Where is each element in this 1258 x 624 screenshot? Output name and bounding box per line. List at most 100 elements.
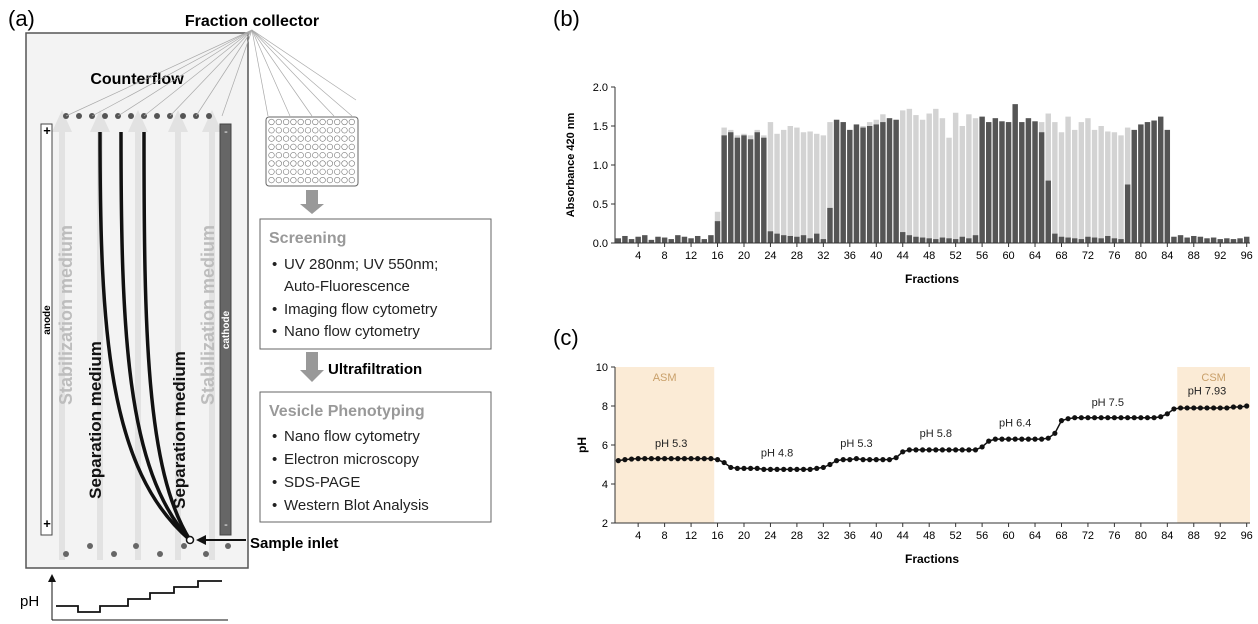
well xyxy=(297,118,304,126)
ph-annotation: pH 5.3 xyxy=(840,438,872,450)
well xyxy=(326,143,334,150)
tick-label: 40 xyxy=(870,250,882,262)
tick-label: 44 xyxy=(897,250,909,262)
bar-dark xyxy=(694,235,701,243)
ph-point xyxy=(1032,436,1038,442)
bar-dark xyxy=(1019,122,1025,243)
phenotyping-title: Vesicle Phenotyping xyxy=(269,403,425,420)
ph-point xyxy=(767,466,774,472)
bar-light xyxy=(780,129,787,243)
bar-light xyxy=(787,126,793,243)
ph-annotation: pH 6.4 xyxy=(999,417,1031,429)
arrow-to-screening xyxy=(300,190,324,214)
well xyxy=(283,143,290,150)
well xyxy=(297,160,304,167)
ph-point xyxy=(635,456,641,462)
ph-point xyxy=(867,457,873,463)
tick-label: 8 xyxy=(662,530,668,542)
tick-label: 72 xyxy=(1082,250,1094,262)
ph-point xyxy=(1072,415,1078,421)
ph-point xyxy=(1191,405,1197,411)
well xyxy=(341,168,348,175)
bar-dark xyxy=(1124,184,1131,243)
well xyxy=(319,152,326,159)
bar-light xyxy=(946,137,952,243)
bar-light xyxy=(972,118,979,243)
bar-dark xyxy=(1098,238,1104,243)
tick-label: 92 xyxy=(1214,530,1226,542)
ph-point xyxy=(833,458,840,464)
well xyxy=(275,152,282,159)
bar-light xyxy=(807,131,813,243)
ph-point xyxy=(754,465,760,471)
bar-dark xyxy=(741,135,747,243)
well xyxy=(304,168,312,175)
bar-dark xyxy=(800,235,807,243)
dark-bar-series xyxy=(615,104,1250,243)
tick-label: 76 xyxy=(1108,250,1120,262)
well xyxy=(334,127,341,134)
panel-label-b: (b) xyxy=(553,6,580,31)
ph-point xyxy=(681,456,688,462)
well xyxy=(304,177,312,184)
tick-label: 68 xyxy=(1055,250,1067,262)
inlet-dots xyxy=(63,543,231,557)
b-x-ticks: 4 8 12 16 20 24 28 32 36 40 44 48 52 56 60 64 68 72 76 80 84… xyxy=(635,243,1253,262)
tick-label: 2 xyxy=(602,518,608,530)
b-y-axis-label: Absorbance 420 nm xyxy=(565,113,577,218)
well xyxy=(312,168,319,175)
tick-label: 64 xyxy=(1029,250,1041,262)
bar-light xyxy=(1118,135,1124,243)
bar-light xyxy=(933,108,939,243)
bar-light xyxy=(939,118,946,243)
bar-dark xyxy=(1237,238,1243,243)
bar-light xyxy=(800,132,807,243)
bar-dark xyxy=(1171,236,1177,243)
bar-dark xyxy=(668,239,674,243)
svg-text:•: • xyxy=(272,451,277,468)
well xyxy=(326,177,334,184)
ph-point xyxy=(959,447,965,453)
ph-point xyxy=(933,447,939,453)
bar-dark xyxy=(794,236,800,243)
well xyxy=(275,127,282,134)
ph-step-graph: pH xyxy=(20,574,228,621)
bar-light xyxy=(1085,118,1091,243)
tick-label: 4 xyxy=(602,479,608,491)
ph-point xyxy=(972,447,979,453)
tick-label: 60 xyxy=(1002,250,1014,262)
well xyxy=(283,152,290,159)
well xyxy=(319,143,326,150)
tick-label: 48 xyxy=(923,530,935,542)
bar-dark xyxy=(1052,233,1058,243)
well xyxy=(275,143,282,150)
tick-label: 1.5 xyxy=(593,121,608,133)
bar-dark xyxy=(688,238,694,243)
well xyxy=(319,160,326,167)
bar-dark xyxy=(1210,237,1217,243)
well xyxy=(283,127,290,134)
cathode-label: cathode xyxy=(221,310,232,349)
ph-point xyxy=(800,466,807,472)
ph-point xyxy=(1065,416,1071,422)
bar-dark xyxy=(648,239,655,243)
well xyxy=(283,135,290,142)
bar-dark xyxy=(747,139,754,243)
well xyxy=(268,118,275,126)
tick-label: 32 xyxy=(817,530,829,542)
bar-light xyxy=(774,133,780,243)
tick-label: 88 xyxy=(1188,530,1200,542)
well xyxy=(283,160,290,167)
tick-label: 60 xyxy=(1002,530,1014,542)
bar-dark xyxy=(1230,239,1237,243)
tick-label: 96 xyxy=(1241,530,1253,542)
ph-point xyxy=(1078,415,1084,421)
well xyxy=(312,135,319,142)
ph-point xyxy=(939,447,946,453)
ph-point xyxy=(1111,415,1118,421)
well-plate-wells xyxy=(268,118,355,184)
bar-dark xyxy=(833,119,840,243)
tick-label: 40 xyxy=(870,530,882,542)
